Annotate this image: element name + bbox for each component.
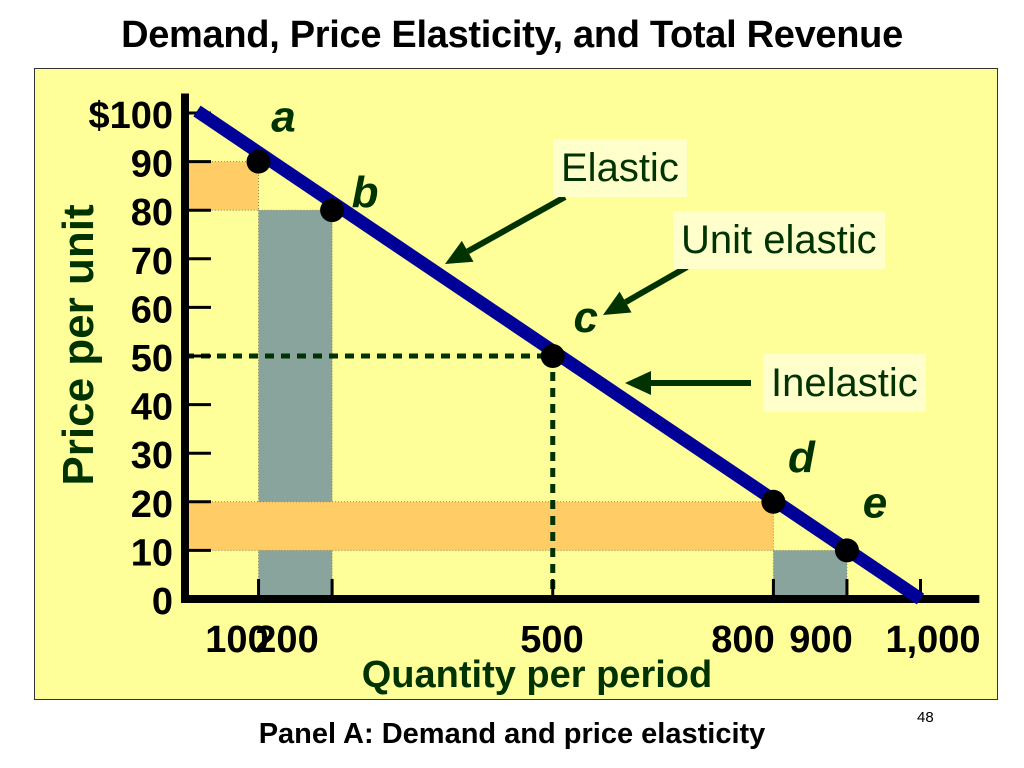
elastic-arrow-head: [445, 240, 474, 264]
point-label-b: b: [352, 168, 379, 217]
y-tick-label-60: 60: [131, 289, 173, 331]
y-tick-label-0: 0: [152, 581, 173, 623]
y-tick-label-80: 80: [131, 192, 173, 234]
revenue-rect-orange-2: [184, 501, 774, 551]
point-a: [246, 149, 271, 174]
elastic-arrow-shaft: [466, 194, 567, 254]
unit-elastic-callout: Unit elastic: [673, 211, 885, 269]
y-tick-label-10: 10: [131, 532, 173, 574]
y-tick-label-70: 70: [131, 241, 173, 283]
elastic-callout: Elastic: [553, 139, 687, 197]
point-c: [540, 344, 565, 368]
revenue-rect-orange-0: [184, 161, 260, 211]
axes: [181, 93, 980, 603]
unit-elastic-arrow: [603, 264, 689, 315]
x-tick-label-200: 200: [255, 619, 318, 661]
point-d: [761, 489, 786, 514]
point-e: [834, 538, 859, 563]
y-tick-label-100: $100: [88, 95, 173, 137]
y-tick-label-90: 90: [131, 144, 173, 186]
unit-elastic-arrow-head: [603, 291, 632, 315]
inelastic-callout: Inelastic: [763, 354, 926, 412]
point-b: [320, 198, 345, 223]
x-axis-label: Quantity per period: [362, 654, 712, 696]
y-tick-label-40: 40: [131, 387, 173, 429]
inelastic-arrow-head: [625, 371, 651, 395]
point-label-c: c: [574, 293, 598, 342]
y-axis-label: Price per unit: [54, 204, 103, 486]
reference-lines: [185, 353, 556, 599]
slide-title: Demand, Price Elasticity, and Total Reve…: [121, 14, 903, 56]
page-number: 48: [917, 709, 934, 726]
point-markers: a b c de: [246, 93, 887, 563]
panel-caption: Panel A: Demand and price elasticity: [258, 718, 766, 750]
x-tick-label-500: 500: [520, 619, 583, 661]
x-tick-label-800: 800: [711, 619, 774, 661]
y-tick-label-20: 20: [131, 484, 173, 526]
x-tick-label-1000: 1,000: [885, 619, 980, 661]
inelastic-arrow: [625, 371, 751, 395]
callout-arrows: [445, 194, 751, 395]
point-label-e: e: [863, 478, 887, 527]
y-tick-label-50: 50: [131, 338, 173, 380]
point-label-d: d: [788, 433, 816, 482]
unit-elastic-arrow-shaft: [624, 264, 689, 305]
x-tick-label-100: 100: [205, 619, 268, 661]
point-label-a: a: [271, 93, 295, 142]
x-tick-label-900: 900: [789, 619, 852, 661]
elastic-arrow: [445, 194, 567, 264]
y-tick-label-30: 30: [131, 435, 173, 477]
revenue-rectangles: [184, 161, 848, 600]
revenue-rect-gray-3: [772, 549, 848, 600]
